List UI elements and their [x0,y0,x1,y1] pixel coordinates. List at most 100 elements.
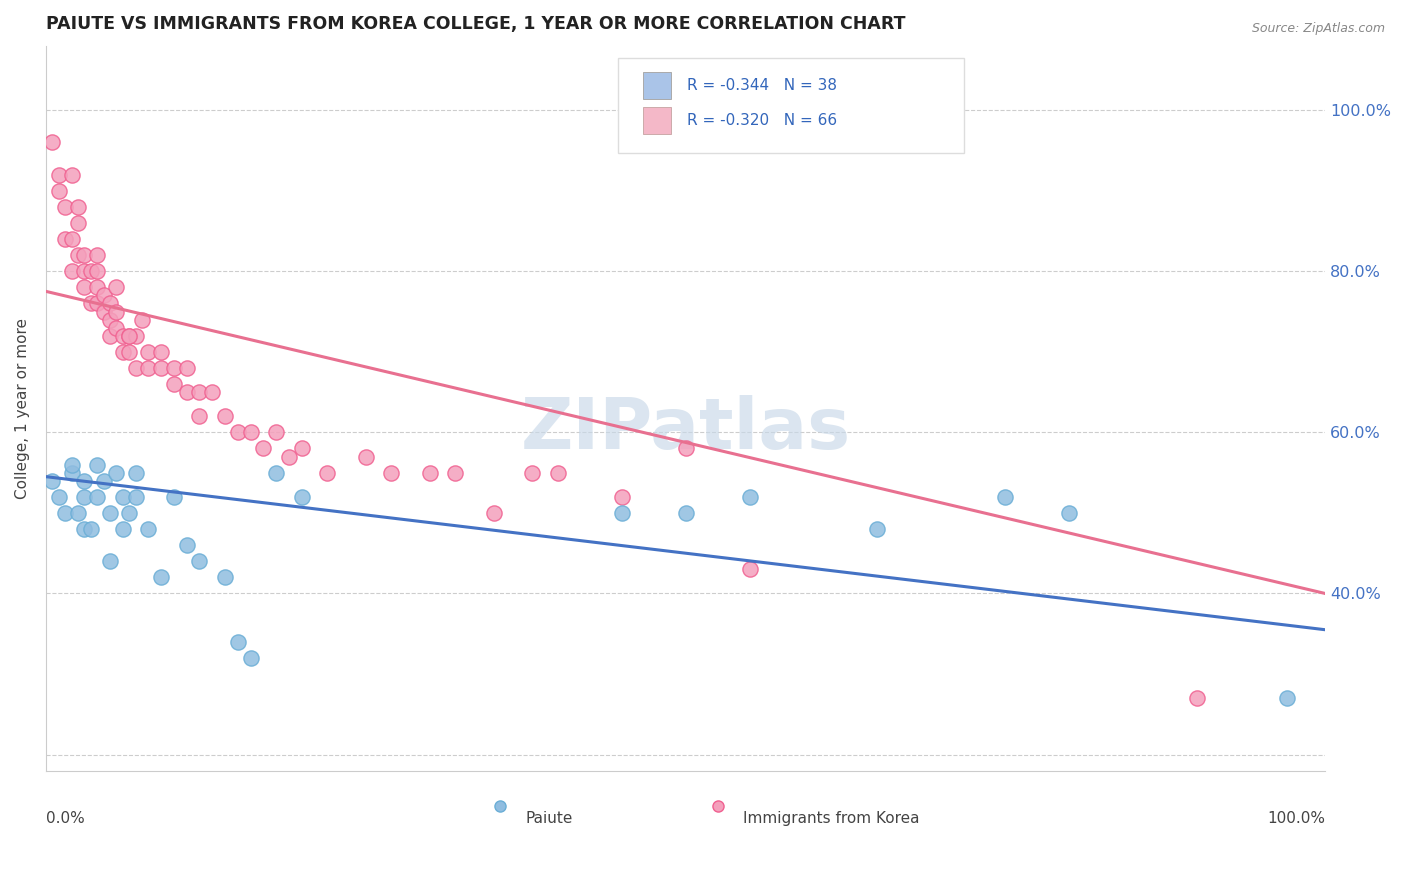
Point [150,570,173,584]
Point [80,522,103,536]
Text: R = -0.344   N = 38: R = -0.344 N = 38 [688,78,837,93]
FancyBboxPatch shape [617,58,965,153]
Point [98,328,121,343]
Point [105,280,128,294]
Point [111,522,134,536]
Point [124,466,146,480]
Point [86,458,108,472]
Point [201,385,224,400]
Point [163,490,186,504]
Point [136,344,159,359]
Point [118,344,141,359]
Point [73,474,96,488]
Point [60,232,83,246]
Point [73,490,96,504]
Point [105,304,128,318]
Point [98,312,121,326]
Point [73,522,96,536]
Point [994,490,1017,504]
Point [53,200,76,214]
Point [86,280,108,294]
Point [163,377,186,392]
Point [60,458,83,472]
Text: PAIUTE VS IMMIGRANTS FROM KOREA COLLEGE, 1 YEAR OR MORE CORRELATION CHART: PAIUTE VS IMMIGRANTS FROM KOREA COLLEGE,… [46,15,905,33]
Point [150,360,173,375]
Point [291,490,314,504]
Point [520,466,543,480]
Point [866,522,889,536]
Point [188,554,211,568]
Point [80,296,103,310]
Point [1187,691,1209,706]
Point [610,490,633,504]
Point [226,635,249,649]
Point [264,425,287,440]
Point [1275,691,1298,706]
Point [354,450,377,464]
Point [118,328,141,343]
Point [264,466,287,480]
Point [124,360,146,375]
Point [66,248,89,262]
Point [60,168,83,182]
Point [86,296,108,310]
Point [73,280,96,294]
FancyBboxPatch shape [644,71,672,99]
Point [136,522,159,536]
Point [111,490,134,504]
Point [176,360,198,375]
Text: ZIPatlas: ZIPatlas [520,395,851,465]
Point [547,466,569,480]
Point [53,232,76,246]
Point [124,328,146,343]
Point [86,248,108,262]
Point [675,442,697,456]
Point [214,570,236,584]
Point [1059,506,1081,520]
Point [86,264,108,278]
Point [316,466,339,480]
Point [80,264,103,278]
Point [150,344,173,359]
Point [73,248,96,262]
Point [60,466,83,480]
Point [86,490,108,504]
Text: Immigrants from Korea: Immigrants from Korea [744,811,920,826]
Point [380,466,402,480]
Point [239,425,262,440]
Point [105,320,128,334]
Point [98,554,121,568]
Point [93,304,115,318]
Point [98,506,121,520]
Y-axis label: College, 1 year or more: College, 1 year or more [15,318,30,499]
Point [118,328,141,343]
Point [111,328,134,343]
Point [444,466,467,480]
Point [105,466,128,480]
Point [66,216,89,230]
Point [124,490,146,504]
FancyBboxPatch shape [644,106,672,134]
Point [419,466,441,480]
Point [48,490,70,504]
Text: Paiute: Paiute [526,811,574,826]
Point [48,168,70,182]
Point [176,538,198,552]
Point [93,474,115,488]
Text: 100.0%: 100.0% [1267,811,1324,826]
Point [226,425,249,440]
Point [131,312,153,326]
Point [214,409,236,424]
Text: R = -0.320   N = 66: R = -0.320 N = 66 [688,113,837,128]
Point [291,442,314,456]
Point [738,490,761,504]
Point [41,136,63,150]
Point [188,385,211,400]
Point [60,264,83,278]
Point [239,651,262,665]
Point [188,409,211,424]
Point [66,506,89,520]
Point [738,562,761,576]
Point [675,506,697,520]
Text: 0.0%: 0.0% [46,811,84,826]
